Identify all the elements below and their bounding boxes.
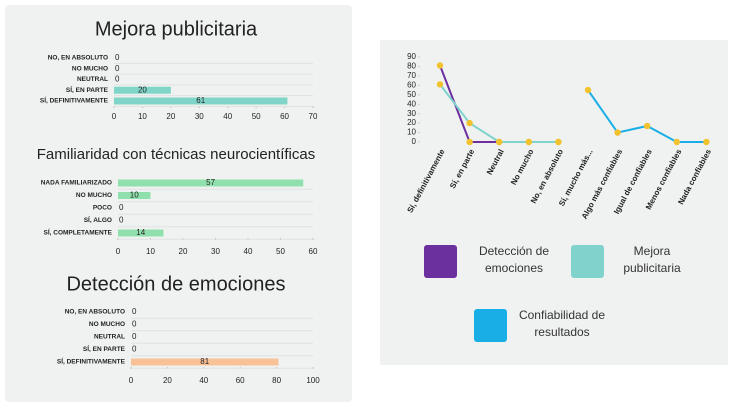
point-marker [496, 138, 503, 146]
category-label: SÍ, COMPLETAMENTE [44, 228, 113, 237]
point-marker [644, 122, 651, 130]
y-tick-label: 30 [407, 109, 416, 118]
bar [114, 97, 288, 105]
category-label: NO, EN ABSOLUTO [48, 55, 108, 62]
x-tick-label: 40 [199, 376, 208, 385]
y-tick-label: 90 [407, 52, 416, 61]
x-tick-label: 30 [195, 112, 204, 121]
bar [118, 192, 151, 199]
x-tick-label: 30 [211, 247, 220, 256]
category-label: SÍ, DEFINITIVAMENTE [57, 357, 126, 366]
value-label: 0 [132, 345, 137, 354]
value-label: 81 [200, 357, 209, 366]
x-tick-label: 50 [276, 247, 285, 256]
point-marker [703, 138, 710, 146]
value-label: 0 [115, 53, 120, 62]
y-tick-label: 70 [407, 71, 416, 80]
legend-entry: Mejora publicitaria [623, 244, 681, 275]
legend-swatch [571, 245, 604, 278]
value-label: 61 [196, 96, 205, 105]
x-tick-label: 20 [179, 247, 188, 256]
point-marker [525, 138, 532, 146]
point-marker [466, 138, 473, 146]
category-label: SÍ, EN PARTE [66, 85, 109, 94]
legend-label: Detección de emociones [478, 244, 550, 275]
x-tick-label: 100 [306, 376, 320, 385]
category-label: NO, EN ABSOLUTO [65, 309, 125, 316]
bar [118, 179, 304, 187]
value-label: 0 [115, 75, 120, 84]
point-marker [466, 119, 473, 127]
x-tick-label: 50 [252, 112, 261, 121]
category-label: NO MUCHO [76, 192, 112, 199]
category-label: SÍ, DEFINITIVAMENTE [40, 96, 109, 105]
left-panel [5, 5, 352, 402]
category-label: NEUTRAL [77, 76, 108, 83]
legend-entry: Detección de emociones [478, 244, 550, 275]
bar [114, 86, 171, 94]
y-tick-label: 0 [412, 137, 417, 146]
y-tick-label: 10 [407, 128, 416, 137]
x-tick-label: 80 [272, 376, 281, 385]
point-marker [555, 138, 562, 146]
y-tick-label: 20 [407, 118, 416, 127]
x-tick-label: 20 [163, 376, 172, 385]
x-tick-label: 60 [236, 376, 245, 385]
value-label: 0 [119, 216, 124, 225]
legend-label: Mejora publicitaria [623, 244, 681, 275]
category-label: NO MUCHO [89, 321, 125, 328]
value-label: 0 [119, 203, 124, 212]
value-label: 14 [136, 228, 145, 237]
x-tick-label: 70 [309, 112, 318, 121]
y-tick-label: 40 [407, 99, 416, 108]
category-label: SÍ, ALGO [84, 215, 112, 224]
category-label: NEUTRAL [94, 334, 125, 341]
point-marker [436, 81, 444, 88]
value-label: 57 [206, 178, 215, 187]
bar [118, 229, 164, 237]
point-marker [614, 129, 621, 136]
x-tick-label: 60 [280, 112, 289, 121]
y-tick-label: 60 [407, 80, 416, 89]
value-label: 0 [132, 320, 137, 329]
legend-swatch [424, 245, 457, 278]
value-label: 0 [115, 64, 120, 73]
legend-entry: Confiabilidad de resultados [518, 308, 606, 339]
x-tick-label: 40 [244, 247, 253, 256]
value-label: 0 [132, 307, 137, 316]
chart-title: Familiaridad con técnicas neurocientífic… [37, 146, 315, 163]
point-marker [673, 138, 680, 146]
bar [131, 358, 279, 366]
value-label: 0 [132, 332, 137, 341]
point-marker [436, 62, 444, 69]
chart-title: Mejora publicitaria [95, 18, 258, 40]
value-label: 20 [138, 85, 147, 94]
category-label: SÍ, EN PARTE [83, 344, 126, 353]
y-tick-label: 80 [407, 62, 416, 71]
chart-title: Detección de emociones [66, 273, 285, 295]
point-marker [584, 86, 592, 94]
category-label: POCO [93, 205, 112, 212]
x-tick-label: 0 [112, 112, 117, 121]
x-tick-label: 0 [129, 376, 134, 385]
x-tick-label: 10 [146, 247, 155, 256]
legend-swatch [474, 309, 507, 342]
y-tick-label: 50 [407, 90, 416, 99]
right-panel [380, 40, 728, 365]
x-tick-label: 40 [223, 112, 232, 121]
x-tick-label: 20 [166, 112, 175, 121]
x-tick-label: 0 [116, 247, 121, 256]
category-label: NADA FAMILIARIZADO [41, 180, 112, 187]
value-label: 10 [130, 191, 139, 200]
x-tick-label: 60 [309, 247, 318, 256]
category-label: NO MUCHO [72, 65, 108, 72]
legend-label: Confiabilidad de resultados [518, 308, 606, 339]
x-tick-label: 10 [138, 112, 147, 121]
